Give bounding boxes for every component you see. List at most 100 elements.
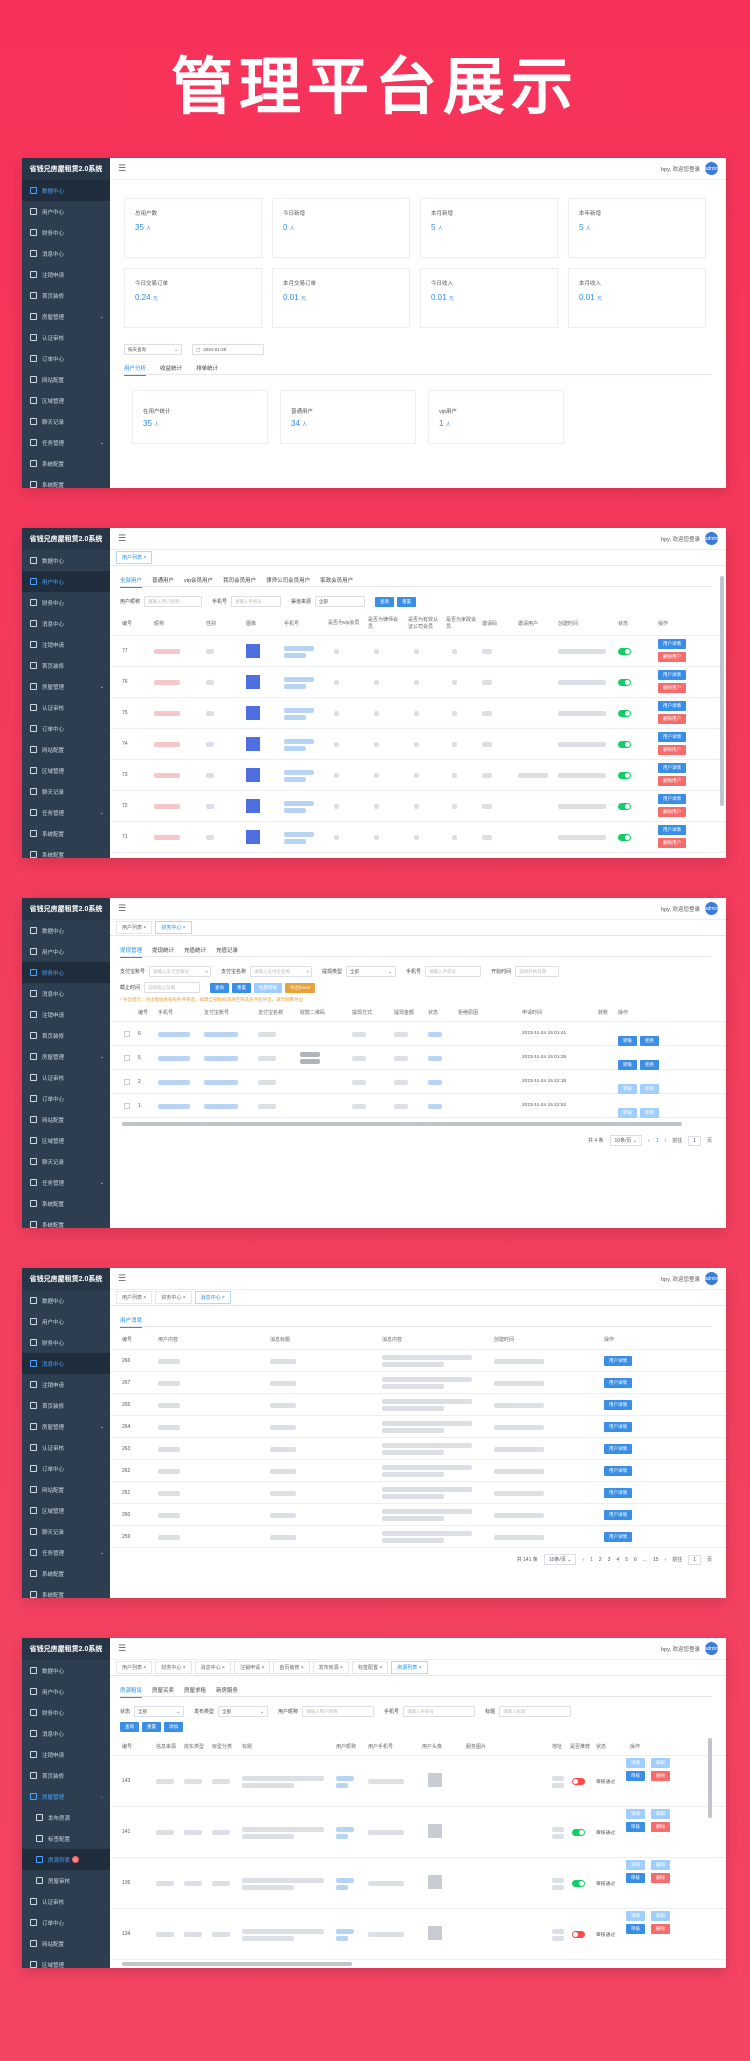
sidebar-item[interactable]: 网站配置: [22, 369, 110, 390]
sidebar-item[interactable]: 订单中心: [22, 1458, 110, 1479]
status-select[interactable]: 全部 ⌄: [134, 1706, 185, 1717]
tab[interactable]: 排单统计: [196, 366, 219, 372]
edit-button[interactable]: 编辑: [651, 1911, 670, 1921]
sidebar-item[interactable]: 订单中心: [22, 718, 110, 739]
sidebar-item[interactable]: 财务中心: [22, 962, 110, 983]
user-detail-button[interactable]: 用户详情: [658, 670, 686, 680]
delete-user-button[interactable]: 删除用户: [658, 776, 686, 786]
search-button[interactable]: 查询: [210, 982, 230, 993]
row-checkbox[interactable]: [124, 1079, 130, 1085]
recommend-toggle[interactable]: [572, 1778, 585, 1785]
sidebar-item[interactable]: 首页装修: [22, 1395, 110, 1416]
batch-transfer-button[interactable]: 批量转账: [254, 982, 283, 993]
sidebar-item[interactable]: 区域管理: [22, 1500, 110, 1521]
page-tag[interactable]: 财务中心 ×: [155, 921, 192, 934]
sidebar-item[interactable]: 消息中心: [22, 983, 110, 1004]
sidebar-item[interactable]: 任务管理 ⌄: [22, 1542, 110, 1563]
add-button[interactable]: 添加: [164, 1722, 183, 1732]
edit-button[interactable]: 编辑: [651, 1758, 670, 1768]
sidebar-item[interactable]: 系统配置: [22, 1584, 110, 1598]
reset-button[interactable]: 重置: [142, 1722, 161, 1732]
avatar[interactable]: admin: [705, 162, 718, 175]
page-tag[interactable]: 用户列表 ×: [116, 1291, 153, 1304]
tab[interactable]: vip会员用户: [184, 578, 214, 584]
channel-select[interactable]: 全部: [315, 596, 366, 607]
hamburger-icon[interactable]: ☰: [118, 903, 127, 913]
end-date-picker[interactable]: 选择截止日期: [144, 982, 201, 993]
sidebar-item[interactable]: 用户中心: [22, 201, 110, 222]
tab[interactable]: 家政会员用户: [320, 578, 354, 584]
page-tag[interactable]: 用户列表 ×: [116, 1661, 153, 1674]
sidebar-item[interactable]: 系统配置: [22, 844, 110, 858]
page-number[interactable]: 1: [590, 1556, 593, 1563]
sidebar-item[interactable]: 认证审核: [22, 327, 110, 348]
page-number[interactable]: 6: [634, 1556, 637, 1563]
page-tag[interactable]: 注销申请 ×: [233, 1661, 271, 1674]
close-icon[interactable]: ×: [260, 1665, 265, 1671]
avatar[interactable]: admin: [705, 1272, 718, 1285]
edit-button[interactable]: 编辑: [651, 1860, 670, 1870]
page-number[interactable]: 15: [652, 1556, 659, 1563]
sidebar-item[interactable]: 房源列表 6: [22, 1849, 110, 1870]
sidebar-item[interactable]: 财务中心: [22, 222, 110, 243]
status-toggle[interactable]: [618, 834, 631, 841]
sidebar-item[interactable]: 系统配置: [22, 1214, 110, 1228]
sidebar-item[interactable]: 注销申请: [22, 264, 110, 285]
page-number[interactable]: 3: [607, 1556, 611, 1563]
sidebar-item[interactable]: 系统配置: [22, 823, 110, 844]
sidebar-item[interactable]: 数据中心: [22, 180, 110, 201]
close-icon[interactable]: ×: [299, 1665, 304, 1671]
detail-button[interactable]: 详情: [626, 1758, 645, 1768]
reset-button[interactable]: 重置: [232, 982, 252, 993]
sidebar-item[interactable]: 注销申请: [22, 1004, 110, 1025]
delete-button[interactable]: 删除: [651, 1771, 670, 1781]
user-detail-button[interactable]: 用户详情: [658, 794, 686, 804]
close-icon[interactable]: ×: [181, 1295, 186, 1301]
tab[interactable]: 房源租赁: [120, 1686, 143, 1698]
edit-button[interactable]: 编辑: [651, 1809, 670, 1819]
tab[interactable]: 收益统计: [160, 366, 183, 372]
sidebar-item[interactable]: 注销申请: [22, 634, 110, 655]
sidebar-item[interactable]: 房屋审核: [22, 1870, 110, 1891]
next-page-icon[interactable]: ›: [664, 1556, 667, 1563]
page-size-select[interactable]: 10条/页 ⌄: [609, 1135, 643, 1146]
sidebar-item[interactable]: 用户中心: [22, 1311, 110, 1332]
delete-user-button[interactable]: 删除用户: [658, 683, 686, 693]
user-detail-button[interactable]: 用户详情: [604, 1532, 632, 1542]
export-excel-button[interactable]: 导出Excel: [285, 982, 316, 993]
review-button[interactable]: 审核: [626, 1771, 645, 1781]
reject-button[interactable]: 拒绝: [640, 1084, 659, 1094]
sidebar-item[interactable]: 系统配置: [22, 474, 110, 488]
user-detail-button[interactable]: 用户详情: [658, 732, 686, 742]
sidebar-item[interactable]: 消息中心: [22, 1353, 110, 1374]
detail-button[interactable]: 详情: [626, 1860, 645, 1870]
sidebar-item[interactable]: 网站配置: [22, 1479, 110, 1500]
sidebar-item[interactable]: 发布房源: [22, 1807, 110, 1828]
sidebar-item[interactable]: 用户中心: [22, 1681, 110, 1702]
close-icon[interactable]: ×: [142, 1665, 147, 1671]
sidebar-item[interactable]: 订单中心: [22, 1912, 110, 1933]
sidebar-item[interactable]: 房屋管理 ⌄: [22, 1046, 110, 1067]
user-detail-button[interactable]: 用户详情: [604, 1510, 632, 1520]
status-toggle[interactable]: [618, 648, 631, 655]
row-checkbox[interactable]: [124, 1031, 130, 1037]
phone-input[interactable]: 请输入手机号: [403, 1706, 476, 1717]
sidebar-item[interactable]: 认证审核: [22, 1067, 110, 1088]
publish-type-select[interactable]: 全部 ⌄: [218, 1706, 269, 1717]
sidebar-item[interactable]: 任务管理 ⌄: [22, 802, 110, 823]
page-number[interactable]: 4: [616, 1556, 620, 1563]
hamburger-icon[interactable]: ☰: [118, 163, 127, 173]
tab[interactable]: 提现统计: [152, 948, 175, 954]
tab[interactable]: 全部用户: [120, 576, 143, 588]
user-detail-button[interactable]: 用户详情: [604, 1488, 632, 1498]
status-toggle[interactable]: [618, 679, 631, 686]
page-number[interactable]: 1: [655, 1137, 659, 1144]
sidebar-item[interactable]: 消息中心: [22, 243, 110, 264]
sidebar-item[interactable]: 首页装修: [22, 1765, 110, 1786]
reject-button[interactable]: 拒绝: [640, 1036, 659, 1046]
start-date-picker[interactable]: 选择开始日期: [515, 966, 560, 977]
page-tag[interactable]: 首页装修 ×: [273, 1661, 310, 1674]
page-tag[interactable]: 发布房源 ×: [312, 1661, 349, 1674]
page-tag[interactable]: 用户列表 ×: [116, 551, 153, 564]
user-menu[interactable]: hpy, 欢迎您登录 admin: [661, 902, 718, 915]
